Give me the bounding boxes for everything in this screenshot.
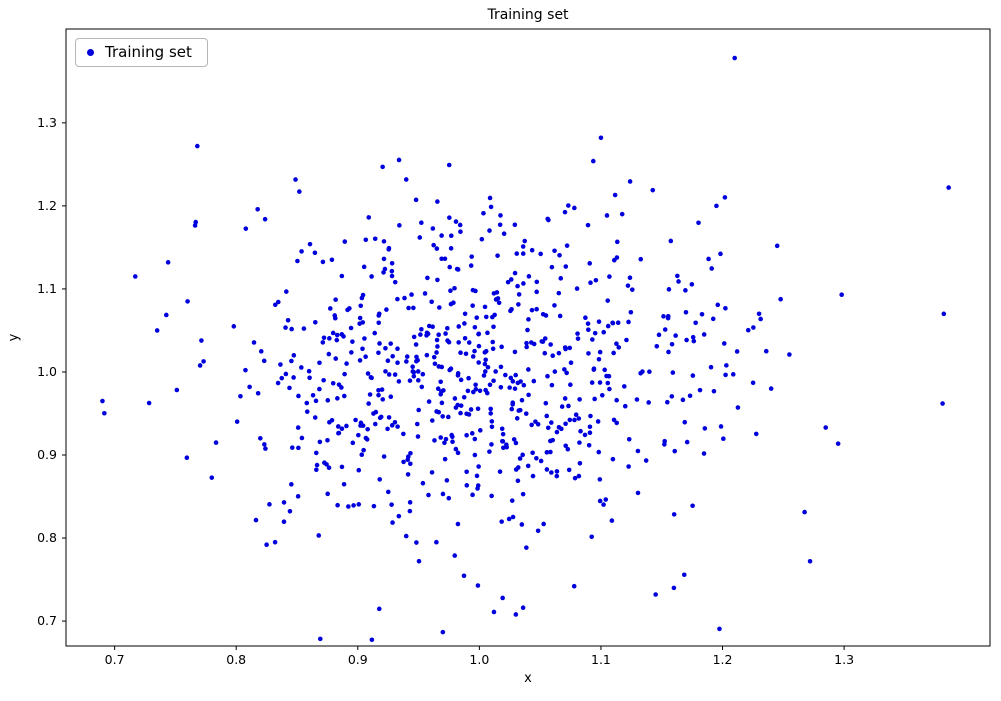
y-tick-label: 0.8 (37, 530, 57, 545)
x-tick-label: 1.1 (591, 652, 611, 667)
x-tick-label: 1.3 (834, 652, 854, 667)
training-set-points (100, 55, 951, 643)
y-tick-label: 1.0 (37, 364, 57, 379)
y-tick-label: 1.1 (37, 281, 57, 296)
x-tick-label: 0.7 (105, 652, 125, 667)
x-tick-label: 1.2 (713, 652, 733, 667)
y-tick-label: 0.9 (37, 447, 57, 462)
legend-dot-marker-icon (87, 48, 94, 56)
y-tick-label: 0.7 (37, 613, 57, 628)
x-tick-label: 1.0 (469, 652, 489, 667)
legend: Training set (75, 38, 208, 67)
x-axis-ticks: 0.7 0.8 0.9 1.0 1.1 1.2 1.3 (105, 646, 854, 667)
y-axis-label: y (6, 333, 22, 342)
chart-title: Training set (487, 7, 569, 23)
legend-entry-label: Training set (105, 43, 192, 61)
y-tick-label: 1.2 (37, 198, 57, 213)
y-tick-label: 1.3 (37, 115, 57, 130)
x-tick-label: 0.8 (226, 652, 246, 667)
axes-frame (65, 28, 991, 647)
x-tick-label: 0.9 (348, 652, 368, 667)
x-axis-label: x (524, 671, 532, 686)
y-axis-ticks: 0.7 0.8 0.9 1.0 1.1 1.2 1.3 (37, 115, 66, 628)
